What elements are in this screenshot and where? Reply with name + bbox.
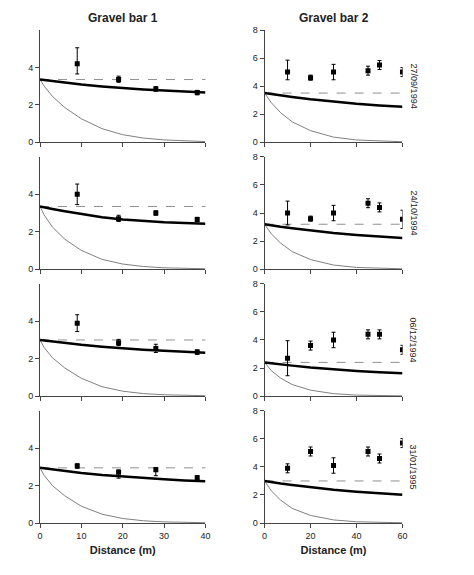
svg-text:27/09/1994: 27/09/1994 bbox=[409, 64, 419, 109]
svg-text:4: 4 bbox=[253, 81, 258, 91]
svg-text:4: 4 bbox=[253, 335, 258, 345]
svg-text:30: 30 bbox=[159, 531, 169, 541]
svg-text:6: 6 bbox=[253, 307, 258, 317]
svg-text:0: 0 bbox=[28, 391, 33, 401]
svg-text:0: 0 bbox=[253, 518, 258, 528]
svg-text:6: 6 bbox=[253, 434, 258, 444]
svg-text:8: 8 bbox=[253, 279, 258, 289]
svg-text:0: 0 bbox=[253, 391, 258, 401]
svg-text:40: 40 bbox=[200, 531, 210, 541]
svg-text:4: 4 bbox=[28, 316, 33, 326]
svg-text:0: 0 bbox=[28, 264, 33, 274]
svg-text:2: 2 bbox=[28, 100, 33, 110]
svg-text:Gravel bar 1: Gravel bar 1 bbox=[88, 11, 158, 25]
svg-text:2: 2 bbox=[28, 354, 33, 364]
svg-text:60: 60 bbox=[397, 531, 407, 541]
svg-text:4: 4 bbox=[28, 63, 33, 73]
svg-text:10: 10 bbox=[76, 531, 86, 541]
svg-text:4: 4 bbox=[28, 189, 33, 199]
svg-text:8: 8 bbox=[253, 152, 258, 162]
svg-text:4: 4 bbox=[253, 462, 258, 472]
svg-text:2: 2 bbox=[253, 236, 258, 246]
svg-text:6: 6 bbox=[253, 53, 258, 63]
svg-text:2: 2 bbox=[253, 490, 258, 500]
svg-text:24/10/1994: 24/10/1994 bbox=[409, 191, 419, 236]
svg-text:Gravel bar 2: Gravel bar 2 bbox=[299, 11, 369, 25]
svg-text:0: 0 bbox=[28, 518, 33, 528]
svg-text:0: 0 bbox=[28, 137, 33, 147]
svg-text:8: 8 bbox=[253, 406, 258, 416]
svg-text:0: 0 bbox=[262, 531, 267, 541]
svg-text:2: 2 bbox=[253, 109, 258, 119]
svg-text:20: 20 bbox=[306, 531, 316, 541]
svg-text:Distance (m): Distance (m) bbox=[90, 544, 156, 556]
svg-text:Distance (m): Distance (m) bbox=[301, 544, 367, 556]
svg-text:0: 0 bbox=[253, 264, 258, 274]
svg-text:2: 2 bbox=[28, 227, 33, 237]
svg-text:20: 20 bbox=[118, 531, 128, 541]
svg-text:2: 2 bbox=[28, 481, 33, 491]
svg-text:40: 40 bbox=[352, 531, 362, 541]
svg-text:0: 0 bbox=[253, 137, 258, 147]
svg-text:4: 4 bbox=[28, 443, 33, 453]
svg-text:6: 6 bbox=[253, 180, 258, 190]
svg-text:06/12/1994: 06/12/1994 bbox=[408, 317, 418, 362]
svg-text:2: 2 bbox=[253, 363, 258, 373]
svg-text:8: 8 bbox=[253, 25, 258, 35]
svg-text:4: 4 bbox=[253, 208, 258, 218]
svg-text:0: 0 bbox=[37, 531, 42, 541]
svg-text:31/01/1995: 31/01/1995 bbox=[408, 444, 418, 489]
